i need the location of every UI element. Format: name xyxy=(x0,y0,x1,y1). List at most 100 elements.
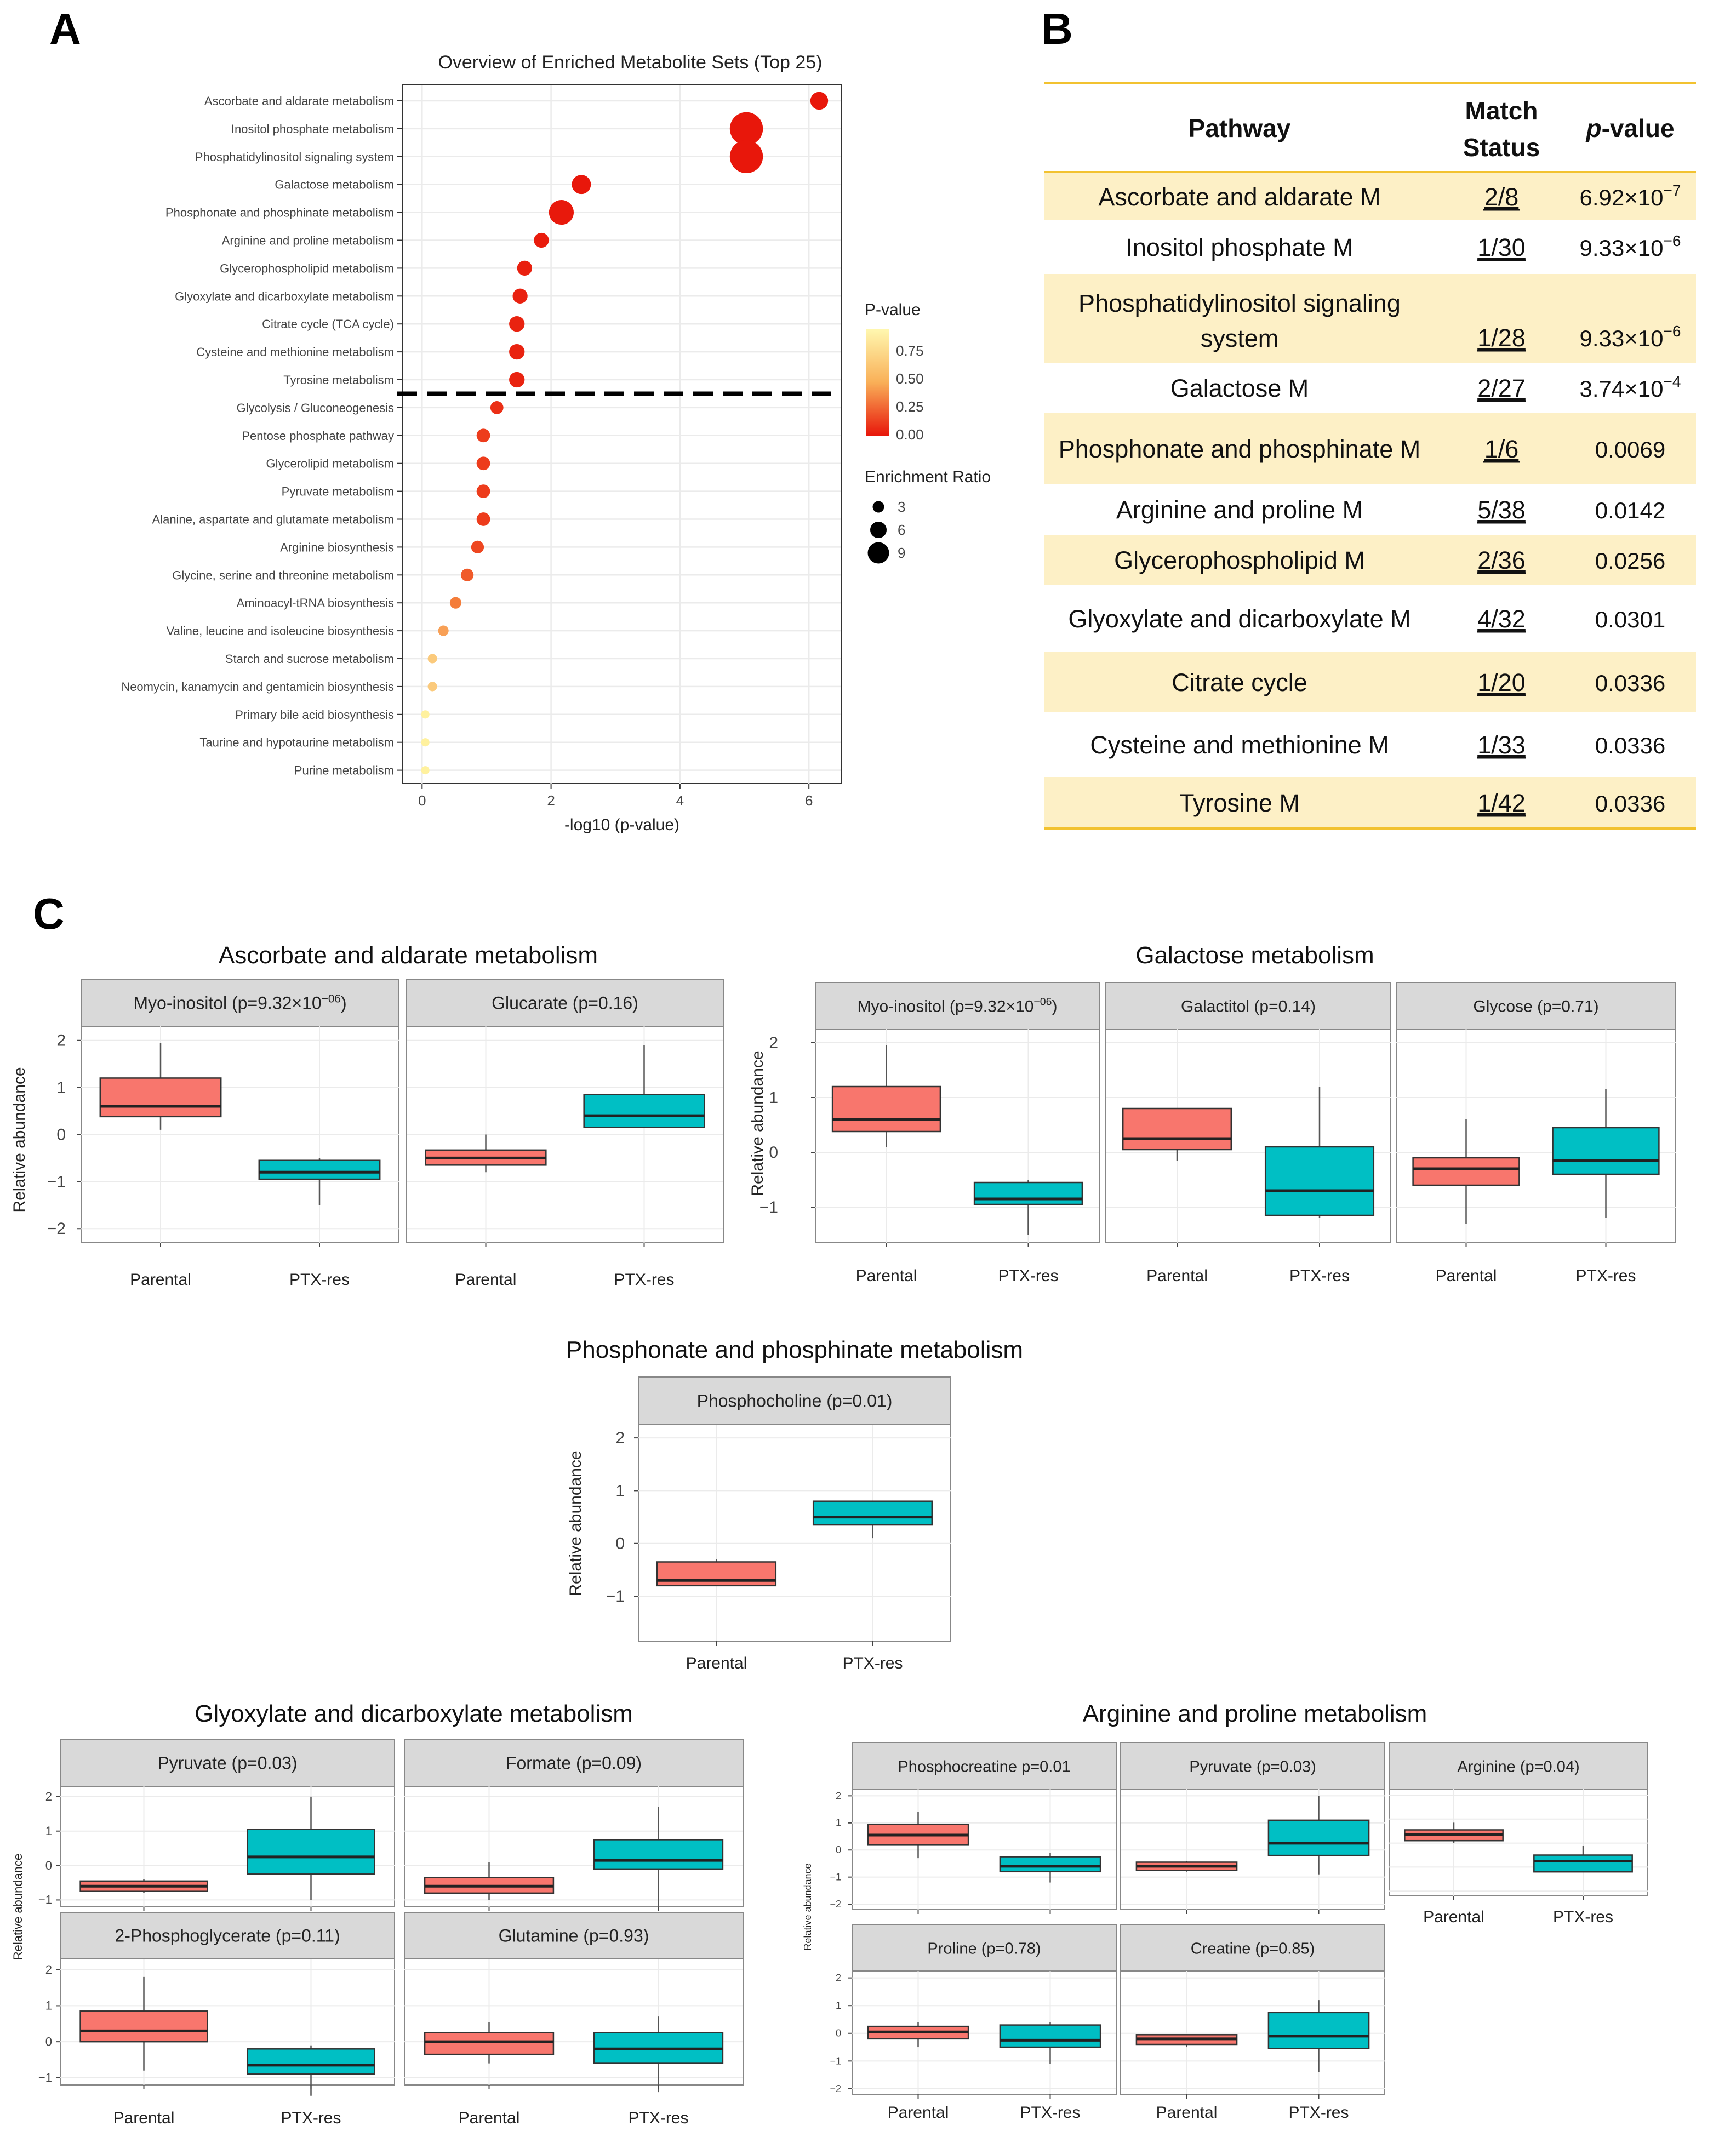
box-ptx-res xyxy=(593,1839,724,1870)
chart-a-pathway-label: Neomycin, kanamycin and gentamicin biosy… xyxy=(121,680,394,694)
table-cell-pathway: Ascorbate and aldarate M xyxy=(1098,183,1380,211)
box-ptx-res xyxy=(1533,1854,1633,1873)
table-row-band xyxy=(1044,652,1696,712)
facet-y-tick-label: 2 xyxy=(836,1973,841,1984)
facet-strip-label: Glutamine (p=0.93) xyxy=(499,1926,649,1946)
facet-strip xyxy=(852,1924,1117,1972)
table-cell-pathway: Inositol phosphate M xyxy=(1126,233,1353,261)
table-row-band xyxy=(1044,777,1696,829)
facet-panel xyxy=(638,1424,951,1642)
facet-strip-label: Proline (p=0.78) xyxy=(927,1940,1041,1958)
box-ptx-res xyxy=(1267,1819,1370,1856)
facet-x-group-label: PTX-res xyxy=(1553,1908,1613,1926)
panel-label-b: B xyxy=(1041,4,1073,53)
chart-a-pathway-label: Pyruvate metabolism xyxy=(282,485,394,499)
box-ptx-res xyxy=(258,1159,381,1180)
facet-strip-label: Arginine (p=0.04) xyxy=(1457,1758,1579,1776)
chart-a-plot-area xyxy=(402,84,842,784)
box-ptx-res xyxy=(583,1094,705,1128)
chart-a-legend-pvalue-tick: 0.25 xyxy=(896,398,924,415)
table-cell-match: 1/42 xyxy=(1477,789,1526,817)
facet-strip-label: Myo-inositol (p=9.32×10−06) xyxy=(858,996,1058,1016)
chart-a-pathway-label: Cysteine and methionine metabolism xyxy=(196,345,394,359)
box-chart-title: Galactose metabolism xyxy=(1135,942,1374,969)
chart-a-pathway-label: Pentose phosphate pathway xyxy=(242,429,394,443)
table-cell-pathway: Arginine and proline M xyxy=(1116,496,1363,524)
box-parental xyxy=(1122,1107,1232,1151)
facet-y-tick-label: 1 xyxy=(56,1079,66,1097)
table-cell-pvalue: 9.33×10−6 xyxy=(1580,232,1681,261)
facet-strip-label: Phosphocholine (p=0.01) xyxy=(697,1391,893,1411)
chart-a-legend-ratio-title: Enrichment Ratio xyxy=(865,468,991,486)
chart-a-enrichment-point xyxy=(438,625,449,636)
facet-y-tick-label: 1 xyxy=(45,1824,52,1838)
chart-a-enrichment-point xyxy=(476,428,490,443)
table-cell-pathway: Phosphatidylinositol signaling system xyxy=(1078,289,1401,352)
facet-strip xyxy=(1105,982,1391,1030)
facet-strip xyxy=(60,1739,395,1787)
facet-x-group-label: Parental xyxy=(459,2109,520,2127)
box-ptx-res xyxy=(1267,2012,1370,2049)
chart-a-legend-ratio-dot xyxy=(867,542,889,564)
chart-a-enrichment-point xyxy=(490,401,504,414)
facet-y-tick-label: 2 xyxy=(836,1790,841,1801)
chart-a-legend-colorbar xyxy=(866,329,889,436)
facet-x-group-label: PTX-res xyxy=(628,2109,688,2127)
facet-panel xyxy=(815,1029,1100,1243)
facet-panel xyxy=(1389,1789,1648,1896)
facet-x-group-label: PTX-res xyxy=(614,1271,674,1289)
table-cell-match: 4/32 xyxy=(1477,605,1526,633)
facet-x-group-label: Parental xyxy=(888,2104,949,2122)
table-cell-match: 5/38 xyxy=(1477,496,1526,524)
chart-a-legend-ratio-dot xyxy=(872,501,884,513)
facet-y-tick-label: −1 xyxy=(47,1173,66,1191)
box-parental xyxy=(656,1561,777,1587)
chart-a-legend-pvalue-tick: 0.50 xyxy=(896,370,924,387)
facet-y-tick-label: −2 xyxy=(47,1220,66,1238)
chart-a-enrichment-point xyxy=(427,654,437,664)
chart-a-pathway-label: Primary bile acid biosynthesis xyxy=(235,708,394,722)
chart-a-pathway-label: Purine metabolism xyxy=(294,764,394,778)
facet-x-group-label: PTX-res xyxy=(1020,2104,1080,2122)
chart-a-x-axis-label: -log10 (p-value) xyxy=(564,816,679,834)
table-header-match-line1: Match xyxy=(1465,96,1538,125)
facet-x-group-label: PTX-res xyxy=(842,1654,903,1672)
facet-x-group-label: Parental xyxy=(686,1654,747,1672)
facet-y-tick-label: 1 xyxy=(836,2000,841,2011)
chart-a-legend-pvalue-tick: 0.75 xyxy=(896,342,924,359)
chart-a-legend-ratio-label: 9 xyxy=(898,545,905,561)
box-ptx-res xyxy=(973,1181,1083,1205)
facet-y-tick-label: −1 xyxy=(760,1198,778,1216)
table-cell-pathway: Glyoxylate and dicarboxylate M xyxy=(1068,605,1410,633)
table-cell-match: 1/20 xyxy=(1477,669,1526,696)
facet-strip-label: Pyruvate (p=0.03) xyxy=(1189,1758,1316,1776)
table-cell-pathway: Tyrosine M xyxy=(1179,789,1300,817)
chart-a-enrichment-point xyxy=(810,92,829,110)
facet-y-tick-label: 2 xyxy=(769,1034,778,1052)
chart-a-pathway-label: Galactose metabolism xyxy=(275,178,394,192)
facet-strip xyxy=(406,979,724,1027)
chart-a-pathway-label: Glycerolipid metabolism xyxy=(266,457,394,471)
box-chart-y-axis-label: Relative abundance xyxy=(11,1854,25,1960)
table-cell-match: 2/27 xyxy=(1477,374,1526,402)
chart-a-enrichment-point xyxy=(509,372,525,388)
box-parental xyxy=(79,2010,208,2043)
chart-a-enrichment-point xyxy=(729,140,763,174)
facet-y-tick-label: 2 xyxy=(45,1790,52,1803)
chart-a-enrichment-point xyxy=(427,682,437,692)
facet-strip-label: Phosphocreatine p=0.01 xyxy=(898,1758,1070,1776)
box-ptx-res xyxy=(812,1500,933,1526)
facet-strip-label: Glycose (p=0.71) xyxy=(1473,998,1598,1016)
chart-a-pathway-label: Ascorbate and aldarate metabolism xyxy=(204,94,394,108)
panel-label-a: A xyxy=(49,4,81,53)
chart-a-pathway-label: Phosphatidylinositol signaling system xyxy=(195,150,394,164)
table-cell-pathway: Glycerophospholipid M xyxy=(1114,546,1365,574)
facet-strip xyxy=(852,1742,1117,1790)
chart-a-enrichment-point xyxy=(476,484,490,498)
table-cell-pathway: Citrate cycle xyxy=(1172,669,1307,696)
chart-a-pathway-label: Glycine, serine and threonine metabolism xyxy=(172,568,394,582)
table-header-pvalue: p-value xyxy=(1585,114,1674,142)
box-chart-title: Phosphonate and phosphinate metabolism xyxy=(566,1336,1023,1363)
table-cell-match: 1/30 xyxy=(1477,233,1526,261)
box-parental xyxy=(1412,1157,1520,1186)
